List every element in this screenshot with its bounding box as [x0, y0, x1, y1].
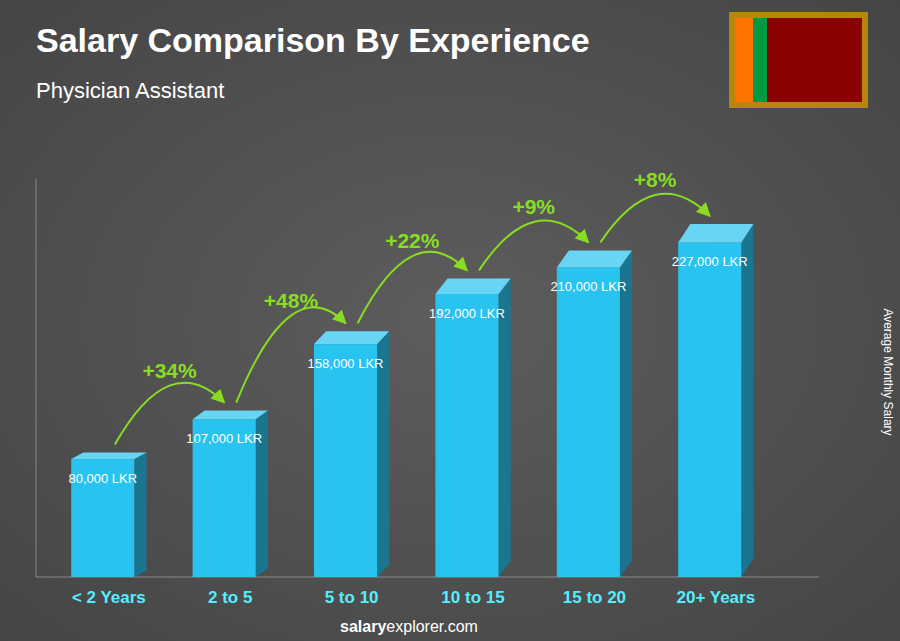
- category-label: 5 to 10: [325, 588, 379, 607]
- y-axis-line: [36, 179, 37, 577]
- flag: [729, 12, 868, 108]
- bar-top: [435, 278, 510, 294]
- change-label: +48%: [264, 289, 319, 312]
- category-label: 15 to 20: [563, 588, 626, 607]
- title: Salary Comparison By Experience: [36, 21, 590, 59]
- value-label: 210,000 LKR: [550, 279, 626, 294]
- bar: [557, 267, 620, 577]
- bar-side: [499, 278, 511, 577]
- bar: [314, 344, 377, 577]
- flag-field: [735, 18, 862, 102]
- footer-bold: salary: [340, 618, 386, 635]
- category-label: 10 to 15: [441, 588, 504, 607]
- change-arrow: [236, 307, 345, 402]
- change-arrow: [600, 194, 709, 243]
- change-arrow: [115, 383, 224, 445]
- value-label: 107,000 LKR: [186, 431, 262, 446]
- bar-top: [71, 453, 146, 459]
- subtitle: Physician Assistant: [36, 78, 224, 103]
- value-label: 192,000 LKR: [429, 306, 505, 321]
- chart: Salary Comparison By Experience Physician…: [0, 0, 900, 641]
- flag-stripe: [735, 18, 753, 102]
- change-label: +34%: [142, 359, 197, 382]
- category-label: < 2 Years: [72, 588, 146, 607]
- change-label: +9%: [512, 195, 555, 218]
- change-arrow: [358, 252, 467, 323]
- flag-stripe: [753, 18, 767, 102]
- y-label: Average Monthly Salary: [881, 308, 895, 435]
- background: [0, 0, 900, 641]
- footer-normal: explorer.com: [386, 618, 478, 635]
- change-arrow: [479, 220, 588, 270]
- bar-side: [620, 250, 632, 577]
- change-label: +8%: [634, 168, 677, 191]
- flag-border: [729, 12, 868, 108]
- footer: salaryexplorer.com: [340, 618, 478, 635]
- bar-side: [741, 224, 753, 577]
- category-label: 20+ Years: [676, 588, 755, 607]
- value-label: 227,000 LKR: [672, 254, 748, 269]
- bars: [71, 224, 753, 577]
- value-label: 80,000 LKR: [68, 471, 137, 486]
- bar: [435, 294, 498, 577]
- bar-top: [557, 250, 632, 267]
- value-label: 158,000 LKR: [308, 356, 384, 371]
- change-label: +22%: [385, 229, 440, 252]
- category-label: 2 to 5: [208, 588, 252, 607]
- bar-top: [193, 411, 268, 420]
- bar-top: [314, 331, 389, 344]
- bar-top: [678, 224, 753, 242]
- bar: [678, 242, 741, 577]
